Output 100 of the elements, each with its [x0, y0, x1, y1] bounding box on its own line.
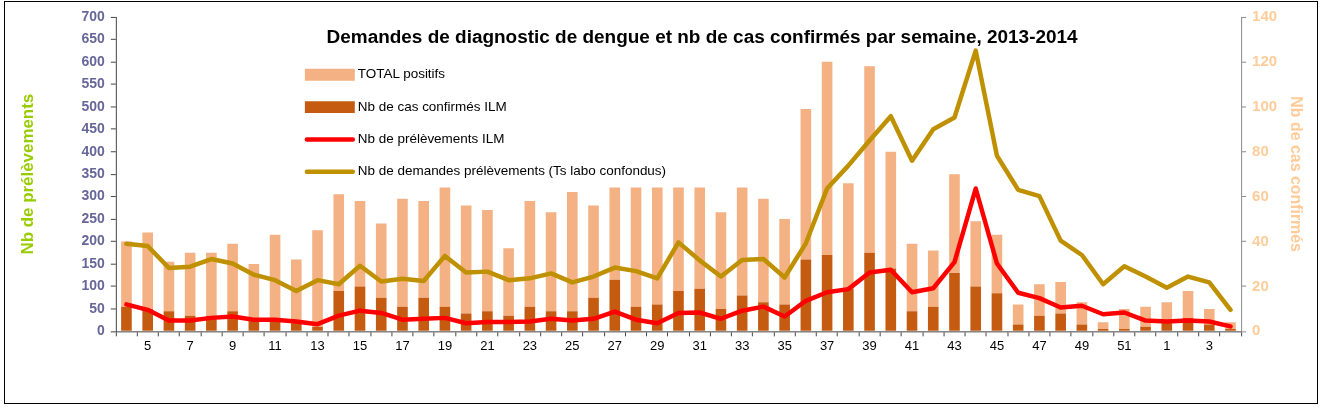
y2-tick-label: 60 [1252, 186, 1269, 204]
legend-label: Nb de cas confirmés ILM [357, 98, 507, 114]
x-tick-label: 19 [437, 337, 453, 353]
bar [1034, 315, 1045, 331]
y-tick-label: 500 [81, 97, 106, 114]
bar [991, 293, 1003, 331]
bar [121, 306, 132, 331]
y2-tick-label: 80 [1252, 141, 1269, 159]
x-tick-label: 37 [819, 337, 835, 353]
bar [758, 198, 769, 303]
x-tick-label: 9 [229, 337, 237, 353]
bar [970, 221, 982, 287]
bar [524, 201, 536, 307]
bar [864, 66, 875, 253]
y2-tick-label: 0 [1252, 321, 1261, 339]
x-tick-label: 11 [268, 337, 282, 353]
y-tick-label: 150 [81, 254, 106, 271]
y-tick-label: 400 [81, 142, 106, 159]
bar [1097, 322, 1109, 330]
bar [121, 241, 132, 307]
text: Demandes de diagnostic de dengue et nb de cas confirmés par semaine, 2013-2014 [326, 26, 1079, 48]
bar [375, 223, 387, 298]
bar [227, 243, 238, 312]
bar [1203, 324, 1215, 331]
bar [1012, 324, 1024, 331]
y-axis-title: Nb de prélèvements [17, 93, 37, 255]
x-tick-label: 51 [1117, 337, 1132, 353]
bar [864, 252, 875, 331]
bar [397, 198, 408, 307]
y-tick-label: 650 [81, 30, 106, 47]
bar [651, 187, 663, 305]
legend-label: Nb de prélèvements ILM [357, 131, 505, 147]
bar [1140, 326, 1151, 331]
bar [843, 288, 854, 331]
x-tick-label: 43 [947, 337, 962, 353]
y-tick-label: 450 [81, 120, 106, 137]
bar [1182, 290, 1194, 318]
x-tick-label: 35 [777, 337, 792, 353]
y-tick-label: 50 [89, 299, 106, 316]
y-tick-label: 250 [81, 209, 106, 226]
x-tick-label: 33 [734, 337, 750, 353]
legend-label: Nb de demandes prélèvements (Ts labo confondus) [357, 163, 667, 179]
bar [609, 279, 621, 331]
bar [1012, 304, 1024, 325]
bar [312, 326, 323, 331]
bar [206, 252, 217, 316]
y-tick-label: 600 [81, 52, 106, 69]
bar [588, 205, 599, 298]
y-tick-label: 350 [81, 165, 106, 181]
y-tick-label: 100 [81, 277, 106, 294]
x-tick-label: 31 [692, 337, 707, 353]
bar [312, 230, 323, 327]
bar [906, 311, 918, 331]
y-tick-label: 550 [81, 75, 106, 92]
bar [567, 192, 578, 312]
bar [885, 268, 897, 331]
bar [673, 187, 684, 291]
x-tick-label: 49 [1074, 337, 1090, 353]
legend-label: TOTAL positifs [357, 66, 446, 82]
y2-tick-label: 40 [1252, 231, 1269, 249]
x-tick-label: 1 [1163, 337, 1171, 353]
y-tick-label: 0 [97, 322, 106, 339]
x-tick-label: 5 [144, 337, 152, 353]
bar [970, 286, 982, 331]
bar [418, 201, 429, 298]
x-tick-label: 29 [650, 337, 665, 353]
bar [694, 187, 706, 289]
x-tick-label: 13 [310, 337, 325, 353]
bar [927, 306, 939, 331]
y2-tick-label: 120 [1252, 51, 1278, 69]
x-tick-label: 47 [1032, 337, 1047, 353]
y2-tick-label: 20 [1252, 276, 1269, 294]
x-tick-label: 25 [565, 337, 580, 353]
bar [1055, 313, 1066, 331]
y2-tick-label: 100 [1252, 96, 1278, 114]
y-tick-label: 300 [81, 187, 106, 204]
x-tick-label: 21 [480, 337, 495, 353]
x-tick-label: 39 [862, 337, 877, 353]
y-tick-label: 200 [81, 232, 106, 249]
x-tick-label: 27 [607, 337, 622, 353]
x-tick-label: 7 [186, 337, 194, 353]
bar [545, 212, 557, 312]
x-tick-label: 23 [522, 337, 538, 353]
bar [609, 187, 621, 280]
bar [503, 248, 514, 316]
x-tick-label: 45 [989, 337, 1005, 353]
y2-tick-label: 140 [1252, 7, 1278, 25]
y-tick-label: 700 [81, 7, 106, 24]
x-tick-label: 41 [904, 337, 920, 353]
bar [482, 210, 493, 312]
bar [1076, 324, 1088, 331]
x-tick-label: 17 [395, 337, 410, 353]
y2-axis-title: Nb de cas confirmés [1288, 96, 1306, 253]
bar [333, 194, 345, 291]
bar [949, 272, 960, 331]
bar [843, 183, 854, 289]
x-tick-label: 15 [352, 337, 368, 353]
bar [630, 187, 642, 307]
bar [885, 151, 897, 269]
bar [142, 232, 153, 309]
